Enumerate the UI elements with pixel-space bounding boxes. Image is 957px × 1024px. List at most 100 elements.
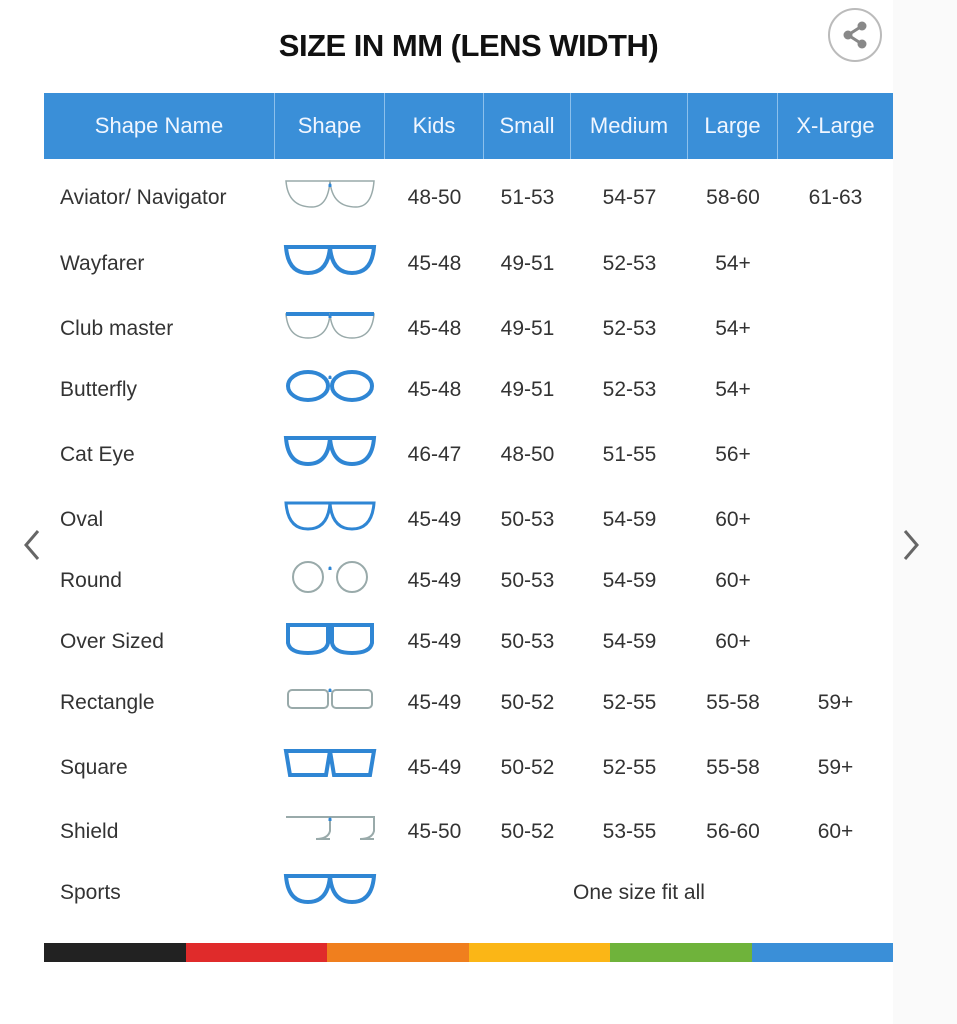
shape-name: Over Sized xyxy=(60,630,164,653)
size-value: 50-52 xyxy=(500,756,555,779)
size-value: 56+ xyxy=(715,443,751,466)
table-row: Round 45-49 50-53 54-59 60+ xyxy=(44,556,893,606)
size-value: 45-49 xyxy=(407,569,462,592)
table-row: Square 45-49 50-52 52-55 55-58 59+ xyxy=(44,743,893,793)
shape-name: Wayfarer xyxy=(60,252,145,275)
size-value: 61-63 xyxy=(808,186,863,209)
size-value: 52-55 xyxy=(602,691,657,714)
size-value: 51-55 xyxy=(602,443,657,466)
shape-name: Oval xyxy=(60,508,104,531)
table-row: Sports One size fit all xyxy=(44,868,893,918)
color-segment xyxy=(185,943,327,962)
size-value: 52-55 xyxy=(602,756,657,779)
shape-name: Square xyxy=(60,756,128,779)
size-value: 45-50 xyxy=(407,820,462,843)
size-value: 59+ xyxy=(817,756,854,779)
column-header: Large xyxy=(688,93,778,159)
shape-name: Sports xyxy=(60,881,121,904)
column-header: X-Large xyxy=(796,113,875,138)
page-edge xyxy=(893,0,957,1024)
table-row: Butterfly 45-48 49-51 52-53 54+ xyxy=(44,365,893,415)
size-value: 54-57 xyxy=(602,186,657,209)
glasses-oval-icon xyxy=(284,501,376,531)
glasses-aviator-icon xyxy=(285,180,375,208)
size-value: 46-47 xyxy=(407,443,462,466)
size-value: 45-48 xyxy=(407,252,462,275)
glasses-clubmaster-icon xyxy=(285,312,375,339)
glasses-shield-icon xyxy=(286,816,375,840)
table-row: Oval 45-49 50-53 54-59 60+ xyxy=(44,495,893,545)
chevron-right-icon[interactable] xyxy=(895,525,925,565)
size-value: 49-51 xyxy=(500,317,555,340)
shape-name: Shield xyxy=(60,820,119,843)
size-value: 53-55 xyxy=(602,820,657,843)
size-value: 54+ xyxy=(715,378,751,401)
table-row: Cat Eye 46-47 48-50 51-55 56+ xyxy=(44,430,893,480)
table-row: Over Sized 45-49 50-53 54-59 60+ xyxy=(44,617,893,667)
column-header: Small xyxy=(484,93,571,159)
size-value: 56-60 xyxy=(706,820,760,843)
size-value: 54+ xyxy=(715,252,751,275)
size-value: 49-51 xyxy=(500,252,555,275)
size-value: 50-52 xyxy=(500,691,555,714)
size-value: 45-48 xyxy=(407,317,462,340)
color-segment xyxy=(44,943,186,962)
size-value: 60+ xyxy=(715,630,751,653)
column-header: Shape Name xyxy=(44,93,275,159)
size-value: 50-52 xyxy=(500,820,555,843)
size-value: 48-50 xyxy=(407,186,462,209)
size-value: 60+ xyxy=(715,569,751,592)
glasses-round-icon xyxy=(292,561,368,593)
size-value: 54-59 xyxy=(602,569,657,592)
shape-name: Club master xyxy=(60,317,174,340)
color-bar xyxy=(44,943,893,962)
color-segment xyxy=(327,943,469,962)
table-row: Rectangle 45-49 50-52 52-55 55-58 59+ xyxy=(44,678,893,728)
color-segment xyxy=(751,943,893,962)
size-value: 54+ xyxy=(715,317,751,340)
size-value: 54-59 xyxy=(602,630,657,653)
color-segment xyxy=(610,943,752,962)
glasses-butterfly-icon xyxy=(286,370,374,402)
column-header: Shape xyxy=(275,93,385,159)
size-note: One size fit all xyxy=(573,881,705,904)
glasses-cateye-icon xyxy=(283,436,377,467)
size-value: 45-49 xyxy=(407,756,462,779)
shape-name: Round xyxy=(60,569,122,592)
table-row: Club master 45-48 49-51 52-53 54+ xyxy=(44,304,893,354)
size-value: 58-60 xyxy=(706,186,760,209)
size-value: 55-58 xyxy=(706,691,760,714)
shape-name: Rectangle xyxy=(60,691,155,714)
size-value: 55-58 xyxy=(706,756,760,779)
size-value: 48-50 xyxy=(500,443,555,466)
size-value: 54-59 xyxy=(602,508,657,531)
size-value: 60+ xyxy=(817,820,854,843)
column-header: Kids xyxy=(385,93,484,159)
size-value: 49-51 xyxy=(500,378,555,401)
size-value: 50-53 xyxy=(500,569,555,592)
chevron-left-icon[interactable] xyxy=(18,525,48,565)
table-row: Aviator/ Navigator 48-50 51-53 54-57 58-60 61… xyxy=(44,173,893,223)
size-value: 45-48 xyxy=(407,378,462,401)
column-header: Medium xyxy=(571,93,688,159)
glasses-rectangle-icon xyxy=(287,688,373,709)
glasses-wayfarer-icon xyxy=(283,245,377,276)
shape-name: Aviator/ Navigator xyxy=(60,186,227,209)
size-value: 52-53 xyxy=(602,317,657,340)
shape-name: Butterfly xyxy=(60,378,138,401)
share-button[interactable] xyxy=(828,8,882,62)
share-icon xyxy=(843,21,867,49)
table-row: Wayfarer 45-48 49-51 52-53 54+ xyxy=(44,239,893,289)
size-value: 50-53 xyxy=(500,630,555,653)
size-value: 60+ xyxy=(715,508,751,531)
size-value: 51-53 xyxy=(500,186,555,209)
color-segment xyxy=(468,943,610,962)
table-header: Shape Name Shape Kids Small Medium Large X-Lar… xyxy=(44,93,893,159)
size-value: 52-53 xyxy=(602,252,657,275)
glasses-sports-icon xyxy=(283,874,377,905)
table-row: Shield 45-50 50-52 53-55 56-60 60+ xyxy=(44,807,893,857)
glasses-square-icon xyxy=(283,749,377,777)
size-value: 45-49 xyxy=(407,630,462,653)
page-title: SIZE IN MM (LENS WIDTH) xyxy=(278,28,659,63)
size-value: 50-53 xyxy=(500,508,555,531)
